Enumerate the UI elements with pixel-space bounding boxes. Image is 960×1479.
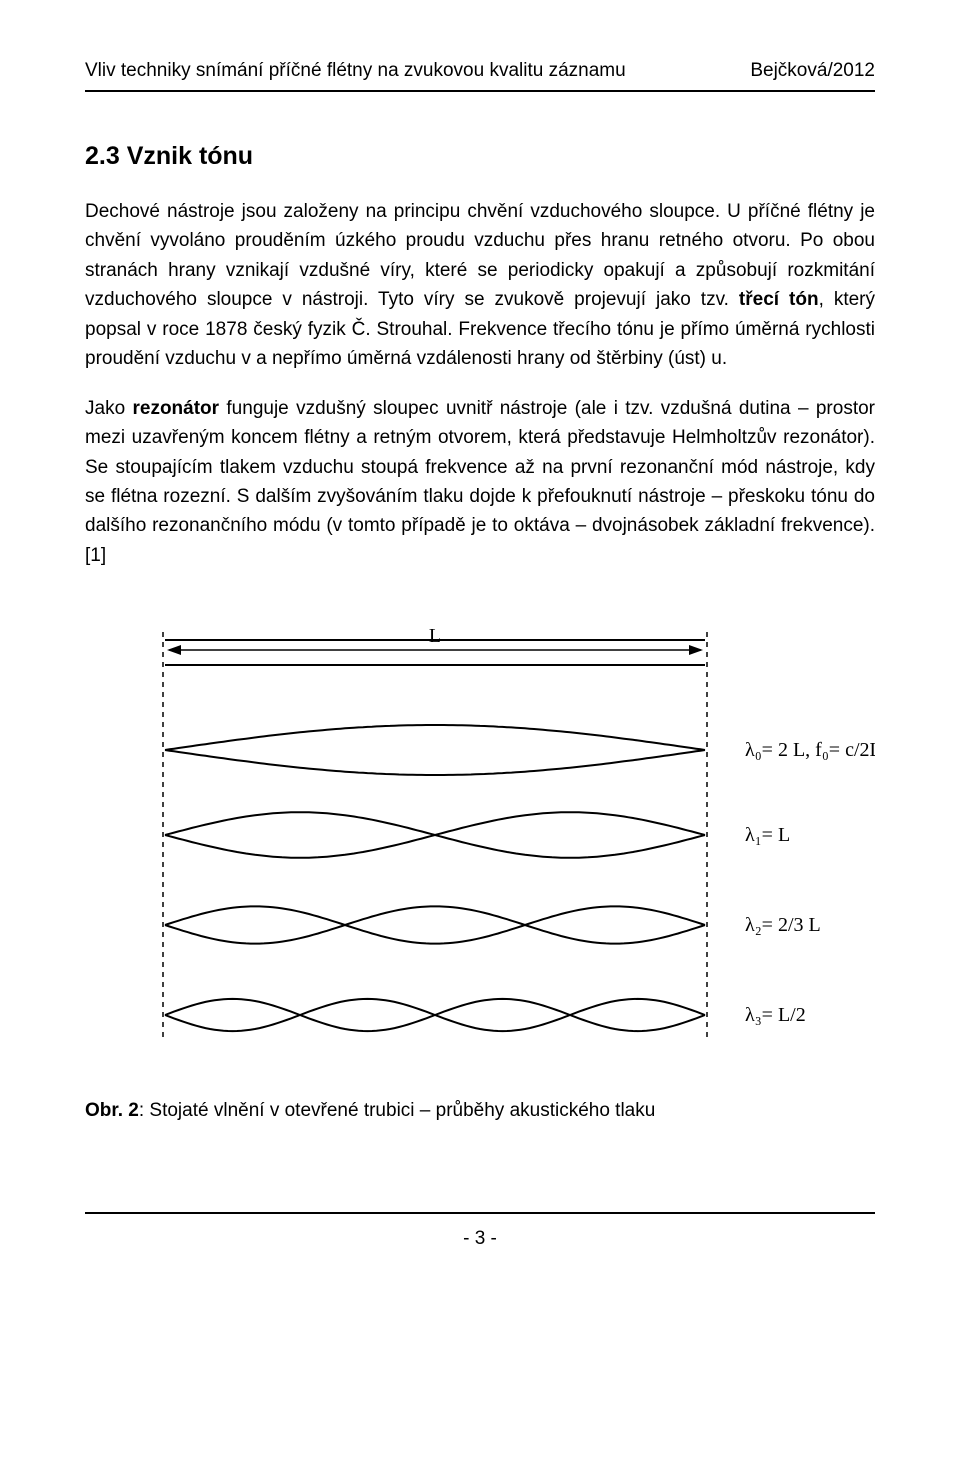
svg-text:λ₃= L/2: λ₃= L/2 <box>745 1004 806 1026</box>
caption-label: Obr. 2 <box>85 1100 139 1121</box>
header-title-left: Vliv techniky snímání příčné flétny na z… <box>85 60 626 82</box>
p1-bold-1: třecí tón <box>739 289 819 310</box>
p2-bold-1: rezonátor <box>132 398 219 419</box>
paragraph-2: Jako rezonátor funguje vzdušný sloupec u… <box>85 394 875 571</box>
header-title-right: Bejčková/2012 <box>750 60 875 82</box>
caption-text: : Stojaté vlnění v otevřené trubici – pr… <box>139 1100 655 1121</box>
p2-text-2: funguje vzdušný sloupec uvnitř nástroje … <box>85 398 875 566</box>
paragraph-1: Dechové nástroje jsou založeny na princi… <box>85 197 875 374</box>
section-heading: 2.3 Vznik tónu <box>85 142 875 171</box>
page: Vliv techniky snímání příčné flétny na z… <box>0 0 960 1290</box>
header-rule <box>85 90 875 92</box>
svg-text:λ₁= L: λ₁= L <box>745 824 790 846</box>
standing-wave-diagram-svg: Lλ₀= 2 L, f₀= c/2L λ₁= L λ₂= 2/3 L λ₃= L/2 <box>85 610 875 1060</box>
p2-text-1: Jako <box>85 398 132 419</box>
figure-standing-waves: Lλ₀= 2 L, f₀= c/2L λ₁= L λ₂= 2/3 L λ₃= L/2 <box>85 610 875 1060</box>
svg-text:λ₂= 2/3 L: λ₂= 2/3 L <box>745 914 821 936</box>
page-number: - 3 - <box>85 1214 875 1250</box>
figure-caption: Obr. 2: Stojaté vlnění v otevřené trubic… <box>85 1100 875 1122</box>
svg-text:L: L <box>429 625 441 647</box>
svg-text:λ₀= 2 L, f₀= c/2L: λ₀= 2 L, f₀= c/2L <box>745 739 875 761</box>
page-header: Vliv techniky snímání příčné flétny na z… <box>85 60 875 82</box>
